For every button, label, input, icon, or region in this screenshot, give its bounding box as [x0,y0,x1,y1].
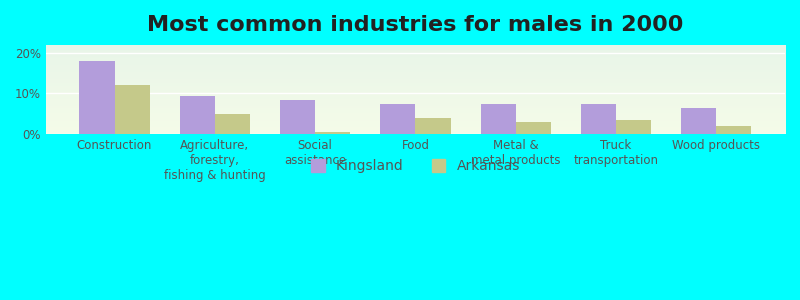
Bar [114,85,150,134]
Bar [481,103,516,134]
Bar [79,61,114,134]
Legend: Kingsland, Arkansas: Kingsland, Arkansas [306,154,526,179]
Bar [581,103,616,134]
Bar [215,114,250,134]
Bar [516,122,551,134]
Bar [616,120,651,134]
Bar [681,108,716,134]
Bar [380,103,415,134]
Bar [716,126,751,134]
Title: Most common industries for males in 2000: Most common industries for males in 2000 [147,15,684,35]
Bar [415,118,450,134]
Bar [180,95,215,134]
Bar [315,132,350,134]
Bar [280,100,315,134]
